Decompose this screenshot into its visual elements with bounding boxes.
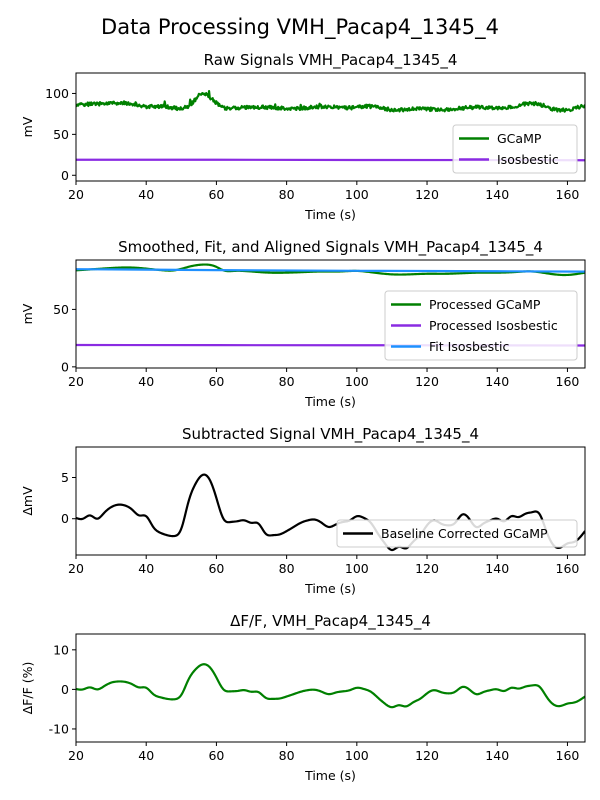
legend-label-gcamp: GCaMP [497,131,542,146]
x-tick-label: 20 [68,187,84,202]
legend: Baseline Corrected GCaMP [336,519,578,548]
x-tick-label: 60 [208,374,224,389]
y-tick-label: 50 [53,127,69,142]
x-tick-label: 160 [556,748,580,763]
plot-frame [75,446,586,556]
x-tick-label: 80 [279,374,295,389]
x-tick-label: 40 [138,561,154,576]
x-axis-label: Time (s) [304,394,356,409]
chart-1: Raw Signals VMH_Pacap4_1345_4 20 40 60 80 100… [20,51,586,222]
x-tick-label: 120 [415,748,439,763]
legend-label-processed-gcamp: Processed GCaMP [429,297,541,312]
y-axis-label: mV [20,116,35,137]
x-tick-label: 160 [556,374,580,389]
x-tick-label: 120 [415,561,439,576]
figure-suptitle: Data Processing VMH_Pacap4_1345_4 [101,15,499,40]
chart-title: Smoothed, Fit, and Aligned Signals VMH_P… [118,238,543,257]
y-tick-label: -10 [49,721,69,736]
y-tick-label: 0 [61,168,69,183]
legend-label-processed-isosbestic: Processed Isosbestic [429,318,558,333]
x-tick-label: 40 [138,748,154,763]
y-tick-label: 50 [53,302,69,317]
x-axis-label: Time (s) [304,207,356,222]
chart-2: Smoothed, Fit, and Aligned Signals VMH_P… [20,238,586,409]
x-tick-label: 120 [415,187,439,202]
y-axis-label: mV [20,303,35,324]
x-tick-label: 120 [415,374,439,389]
x-tick-label: 140 [485,187,509,202]
x-tick-label: 100 [345,374,369,389]
x-tick-label: 160 [556,561,580,576]
legend-box [384,290,578,361]
y-tick-label: 10 [53,642,69,657]
legend-label-baseline-corrected-gcamp: Baseline Corrected GCaMP [381,526,548,541]
plot-frame [75,72,586,182]
chart-title: Subtracted Signal VMH_Pacap4_1345_4 [182,425,479,444]
x-tick-label: 20 [68,561,84,576]
chart-title: ΔF/F, VMH_Pacap4_1345_4 [230,612,431,631]
series-group [76,663,585,709]
x-tick-label: 140 [485,748,509,763]
plot-frame [75,633,586,743]
series-line-gcamp [76,90,585,113]
legend-label-fit-isosbestic: Fit Isosbestic [429,339,509,354]
x-tick-label: 60 [208,187,224,202]
legend-box [452,124,578,174]
chart-4: ΔF/F, VMH_Pacap4_1345_420 40 60 80 100 120 140… [20,612,586,783]
legend-box [336,519,578,548]
y-tick-label: 5 [61,470,69,485]
series-line-fit-isosbestic [76,268,585,273]
x-tick-label: 100 [345,561,369,576]
x-tick-label: 100 [345,187,369,202]
y-tick-label: 0 [61,682,69,697]
chart-3: Subtracted Signal VMH_Pacap4_1345_4 20 40 6… [20,425,586,596]
x-axis-label: Time (s) [304,581,356,596]
x-tick-label: 80 [279,561,295,576]
x-tick-label: 20 [68,374,84,389]
x-tick-label: 40 [138,374,154,389]
x-axis-label: Time (s) [304,768,356,783]
y-tick-label: 100 [45,86,69,101]
x-tick-label: 160 [556,187,580,202]
x-tick-label: 100 [345,748,369,763]
legend: Processed GCaMP Processed Isosbestic Fit I… [384,290,578,361]
legend-label-isosbestic: Isosbestic [497,152,559,167]
x-tick-label: 60 [208,561,224,576]
y-axis-label: ΔmV [20,486,35,516]
y-tick-label: 0 [61,359,69,374]
plot-frame [75,259,586,369]
series-line-f-f [76,663,585,709]
y-axis-label: ΔF/F (%) [20,662,35,715]
x-tick-label: 80 [279,748,295,763]
x-tick-label: 140 [485,374,509,389]
x-tick-label: 60 [208,748,224,763]
chart-title: Raw Signals VMH_Pacap4_1345_4 [204,51,458,70]
legend: GCaMP Isosbestic [452,124,578,174]
x-tick-label: 40 [138,187,154,202]
x-tick-label: 20 [68,748,84,763]
x-tick-label: 80 [279,187,295,202]
y-tick-label: 0 [61,511,69,526]
x-tick-label: 140 [485,561,509,576]
